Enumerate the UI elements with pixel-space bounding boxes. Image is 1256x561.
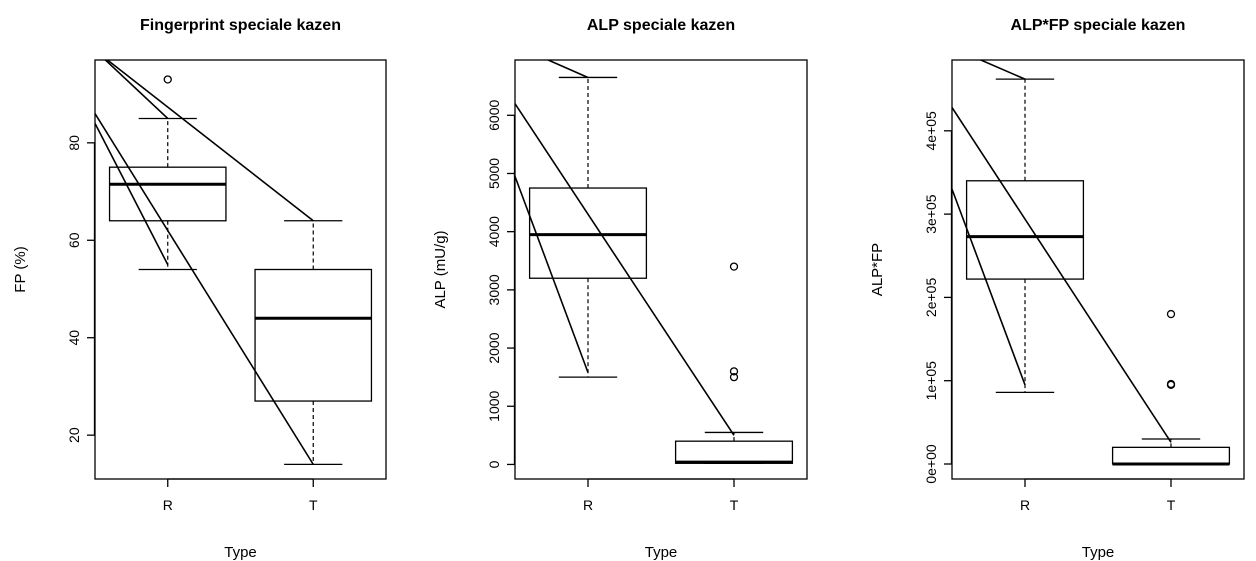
- x-axis-label: Type: [1082, 544, 1115, 561]
- trend-lines: [515, 60, 735, 436]
- chart-title: ALP speciale kazen: [587, 17, 735, 34]
- y-axis-label: ALP (mU/g): [432, 230, 449, 308]
- x-tick-label: R: [163, 497, 173, 513]
- outlier-point: [1166, 309, 1176, 319]
- y-tick-label: 0: [486, 460, 502, 468]
- outlier-point: [729, 262, 739, 271]
- y-tick-label: 80: [66, 135, 82, 151]
- y-tick-label: 1e+05: [923, 361, 939, 401]
- y-tick-label: 5000: [486, 158, 502, 189]
- y-axis-label: ALP*FP: [869, 243, 886, 296]
- chart-panel-3: ALP*FP speciale kazen Type ALP*FP 0e+00 1e+0…: [869, 17, 1245, 561]
- trend-lines: [95, 60, 314, 465]
- x-axis-label: Type: [645, 544, 678, 561]
- y-tick-label: 1000: [486, 390, 502, 421]
- box-T: [1111, 446, 1231, 465]
- y-tick-label: 40: [66, 330, 82, 346]
- x-tick-label: T: [309, 497, 318, 513]
- chart-panel-1: Fingerprint speciale kazen Type FP (%) 20 40…: [12, 17, 387, 561]
- y-tick-label: 3e+05: [923, 194, 939, 234]
- x-tick-label: T: [730, 497, 739, 513]
- y-tick-label: 0e+00: [923, 444, 939, 484]
- outlier-point: [729, 373, 739, 382]
- x-tick-label: T: [1167, 497, 1176, 513]
- outlier-point: [163, 75, 172, 84]
- outlier-point: [729, 367, 739, 376]
- y-tick-label: 60: [66, 232, 82, 248]
- trend-line: [952, 188, 1026, 386]
- box-T: [254, 268, 373, 402]
- y-tick-label: 6000: [486, 100, 502, 131]
- box-R: [108, 166, 227, 222]
- trend-line: [952, 107, 1172, 443]
- trend-line: [95, 113, 314, 465]
- y-tick-label: 4e+05: [923, 111, 939, 151]
- chart-title: Fingerprint speciale kazen: [140, 17, 341, 34]
- trend-line: [106, 60, 314, 222]
- y-axis-label: FP (%): [12, 246, 29, 292]
- trend-line: [104, 60, 169, 120]
- y-tick-label: 2000: [486, 332, 502, 363]
- x-tick-label: R: [1020, 497, 1030, 513]
- trend-line: [978, 60, 1026, 80]
- box-R: [965, 180, 1085, 280]
- y-tick-label: 2e+05: [923, 278, 939, 318]
- outlier-point: [1166, 379, 1176, 389]
- trend-line: [546, 60, 589, 79]
- x-axis-label: Type: [224, 544, 257, 561]
- trend-line: [515, 103, 735, 436]
- y-tick-label: 20: [66, 427, 82, 443]
- chart-title: ALP*FP speciale kazen: [1011, 17, 1186, 34]
- trend-lines: [952, 60, 1172, 443]
- chart-panel-2: ALP speciale kazen Type ALP (mU/g) 0 1000 200…: [432, 17, 808, 561]
- trend-line: [515, 176, 589, 373]
- x-tick-label: R: [583, 497, 593, 513]
- box-T: [674, 440, 794, 464]
- y-tick-label: 4000: [486, 216, 502, 247]
- y-tick-label: 3000: [486, 274, 502, 305]
- trend-line: [95, 122, 169, 265]
